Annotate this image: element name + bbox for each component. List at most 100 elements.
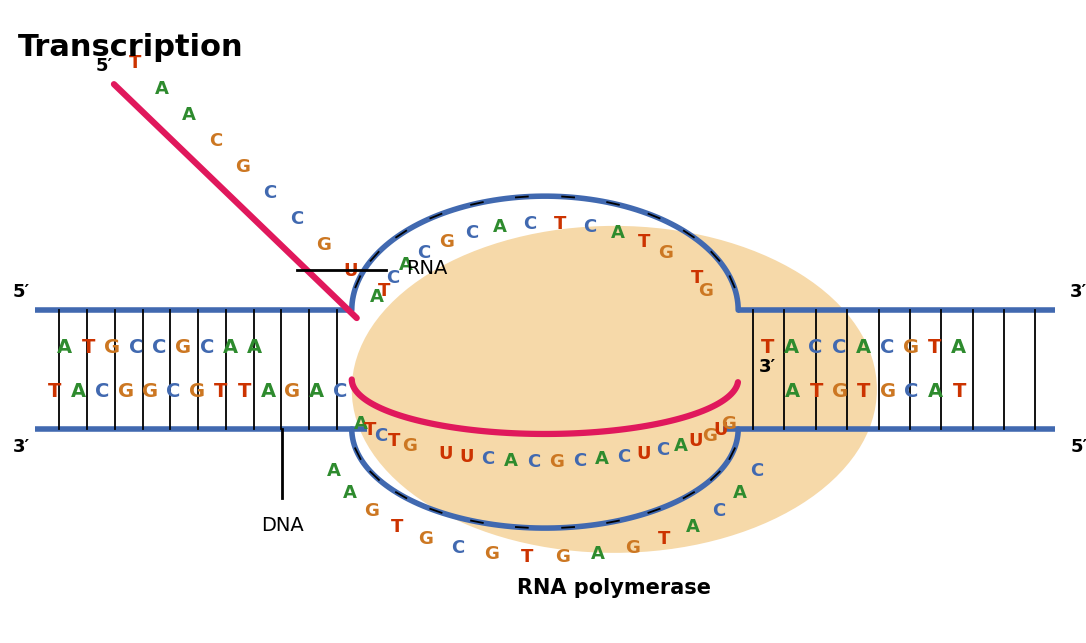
Text: T: T [927,338,942,358]
Text: G: G [702,427,717,445]
Text: A: A [733,484,747,502]
Text: A: A [673,437,687,455]
Text: G: G [175,338,191,358]
Text: A: A [611,224,626,242]
Text: T: T [128,54,141,72]
Text: U: U [714,421,728,439]
Text: G: G [402,437,417,455]
Text: G: G [285,382,301,401]
Text: G: G [439,233,454,251]
Text: U: U [343,262,357,280]
Text: A: A [248,338,262,358]
Text: C: C [387,269,400,287]
Text: A: A [856,338,871,358]
Text: T: T [857,382,871,401]
Text: C: C [290,210,303,228]
Text: G: G [550,453,564,471]
Text: C: C [481,450,494,468]
Text: T: T [238,382,252,401]
Text: C: C [808,338,823,358]
Text: A: A [154,80,168,98]
Text: A: A [399,256,413,274]
Text: T: T [691,269,704,287]
Text: C: C [617,448,630,466]
Text: A: A [504,452,517,470]
Text: T: T [391,518,403,536]
Text: T: T [521,548,533,566]
Text: G: G [117,382,134,401]
Text: T: T [214,382,228,401]
Text: A: A [591,545,605,563]
Text: C: C [332,382,348,401]
Text: RNA polymerase: RNA polymerase [517,577,711,597]
Text: A: A [181,105,195,123]
Text: C: C [572,452,586,470]
Text: T: T [637,233,651,251]
Text: C: C [527,453,540,471]
Text: C: C [166,382,180,401]
Text: G: G [624,539,640,557]
Text: T: T [81,338,94,358]
Text: C: C [94,382,110,401]
Text: G: G [658,244,673,262]
Text: C: C [152,338,167,358]
Text: C: C [417,244,430,262]
Text: T: T [658,530,670,548]
Text: A: A [950,338,965,358]
Text: C: C [905,382,919,401]
Text: G: G [104,338,121,358]
Text: A: A [785,382,800,401]
Text: G: G [721,415,736,433]
Text: C: C [657,441,670,459]
Text: G: G [141,382,157,401]
Text: C: C [465,224,479,242]
Text: A: A [343,484,357,502]
Text: T: T [554,215,566,233]
Text: C: C [128,338,143,358]
Text: T: T [378,282,391,300]
Text: C: C [209,132,223,150]
Text: G: G [698,282,714,300]
Text: G: G [832,382,848,401]
Text: T: T [388,432,400,450]
Text: C: C [832,338,846,358]
Text: 3′: 3′ [12,438,29,456]
Text: G: G [418,530,433,548]
Text: A: A [354,415,368,433]
Text: C: C [263,184,276,202]
Text: A: A [224,338,239,358]
Text: A: A [370,287,384,305]
Text: C: C [374,427,388,445]
Text: T: T [364,421,376,439]
Text: Transcription: Transcription [17,33,243,62]
Ellipse shape [352,226,876,553]
Text: A: A [784,338,799,358]
Text: A: A [327,462,341,480]
Text: A: A [71,382,86,401]
Text: G: G [880,382,896,401]
Text: A: A [308,382,324,401]
Text: C: C [880,338,894,358]
Text: DNA: DNA [261,516,304,535]
Text: U: U [459,448,473,466]
Text: C: C [583,219,596,237]
Text: 5′: 5′ [1070,438,1086,456]
Text: G: G [555,548,570,566]
Text: G: G [364,502,379,520]
Text: A: A [595,450,609,468]
Text: 5′: 5′ [12,284,29,302]
Text: G: G [902,338,919,358]
Text: G: G [235,158,250,176]
Text: U: U [439,445,453,463]
Text: U: U [636,445,652,463]
Text: U: U [689,432,704,450]
Text: G: G [189,382,205,401]
Text: 5′: 5′ [96,57,113,75]
Text: A: A [686,518,700,536]
Text: G: G [484,545,500,563]
Text: RNA: RNA [406,259,447,278]
Text: A: A [927,382,943,401]
Text: A: A [261,382,276,401]
Text: C: C [749,462,763,480]
Text: A: A [56,338,72,358]
